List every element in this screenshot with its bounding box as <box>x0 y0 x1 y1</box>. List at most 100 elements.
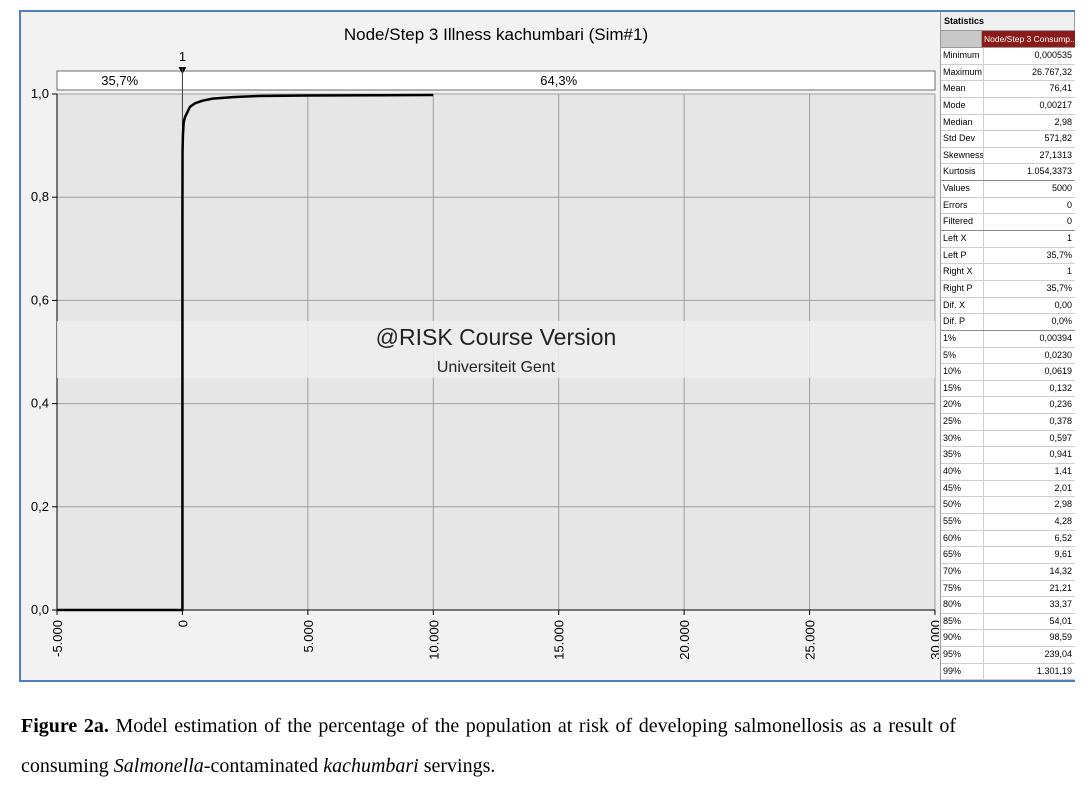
statistic-value: 98,59 <box>1049 632 1072 643</box>
y-tick-label: 0,0 <box>31 602 49 617</box>
statistics-row: Dif. P 0,0% <box>941 314 1075 331</box>
caption-text-3: servings. <box>418 755 496 777</box>
figure-caption: Figure 2a. Model estimation of the perce… <box>21 706 956 786</box>
statistic-value: 6,52 <box>1054 532 1072 543</box>
statistics-row: Std Dev 571,82 <box>941 131 1075 148</box>
statistic-name: Std Dev <box>941 131 984 147</box>
statistic-value: 21,21 <box>1049 582 1072 593</box>
statistic-value: 0 <box>1066 199 1072 210</box>
statistic-name: Dif. P <box>941 314 984 330</box>
statistic-value: 4,28 <box>1054 515 1072 526</box>
statistic-value: 0,941 <box>1049 449 1072 460</box>
statistic-name: 70% <box>941 563 984 580</box>
statistics-row: 60% 6,52 <box>941 530 1075 548</box>
statistic-value: 2,98 <box>1054 499 1072 510</box>
x-tick-label: 0 <box>175 620 190 627</box>
statistics-row: 55% 4,28 <box>941 513 1075 531</box>
statistics-row: 80% 33,37 <box>941 597 1075 614</box>
statistic-value: 0,0% <box>1051 316 1072 327</box>
statistic-value: 0,00217 <box>1039 99 1072 110</box>
statistic-value: 0,132 <box>1049 382 1072 393</box>
statistic-value: 54,01 <box>1049 615 1072 626</box>
statistic-name: Mean <box>941 81 984 97</box>
statistics-row: Median 2,98 <box>941 114 1075 132</box>
statistics-row: 10% 0,0619 <box>941 364 1075 381</box>
statistics-row: 20% 0,236 <box>941 397 1075 415</box>
x-tick-label: 15.000 <box>552 620 567 660</box>
right-percentage: 64,3% <box>540 73 577 88</box>
statistic-name: 80% <box>941 597 984 613</box>
statistic-value: 0,0619 <box>1044 366 1072 377</box>
statistic-value: 1.054,3373 <box>1026 166 1072 177</box>
statistic-value: 2,98 <box>1054 116 1072 127</box>
statistic-value: 0,00 <box>1054 299 1072 310</box>
statistics-row: Filtered 0 <box>941 214 1075 232</box>
statistics-row: 15% 0,132 <box>941 380 1075 398</box>
statistics-row: 1% 0,00394 <box>941 330 1075 348</box>
statistics-row: 85% 54,01 <box>941 613 1075 631</box>
x-tick-label: 25.000 <box>803 620 818 660</box>
statistic-value: 9,61 <box>1054 549 1072 560</box>
statistics-row: Kurtosis 1.054,3373 <box>941 164 1075 182</box>
statistic-name: 95% <box>941 647 984 663</box>
statistic-value: 14,32 <box>1049 565 1072 576</box>
chart-title: Node/Step 3 Illness kachumbari (Sim#1) <box>344 25 648 44</box>
statistic-value: 33,37 <box>1049 599 1072 610</box>
statistic-value: 1 <box>1066 233 1072 244</box>
chart-svg: Node/Step 3 Illness kachumbari (Sim#1) 0,… <box>31 25 939 660</box>
statistic-name: 65% <box>941 547 984 563</box>
statistic-name: 40% <box>941 464 984 480</box>
statistics-row: 70% 14,32 <box>941 563 1075 581</box>
y-tick-label: 0,4 <box>31 396 49 411</box>
statistic-name: Dif. X <box>941 297 984 314</box>
statistics-row: 40% 1,41 <box>941 464 1075 481</box>
statistic-value: 1,41 <box>1054 466 1072 477</box>
statistics-row: Dif. X 0,00 <box>941 297 1075 315</box>
statistic-name: 55% <box>941 513 984 530</box>
statistic-name: Filtered <box>941 214 984 231</box>
series-swatch <box>941 31 982 47</box>
statistics-row: Right P 35,7% <box>941 280 1075 298</box>
statistics-row: Skewness 27,1313 <box>941 147 1075 165</box>
statistics-row: 35% 0,941 <box>941 447 1075 465</box>
statistics-row: Left X 1 <box>941 231 1075 248</box>
caption-text-1: Model estimation of the percentage of th… <box>21 715 956 777</box>
statistic-value: 0,236 <box>1049 399 1072 410</box>
y-tick-label: 0,8 <box>31 189 49 204</box>
statistics-row: 30% 0,597 <box>941 430 1075 448</box>
statistic-name: Skewness <box>941 147 984 164</box>
statistics-row: Values 5000 <box>941 181 1075 198</box>
statistic-name: 45% <box>941 480 984 497</box>
statistic-name: 99% <box>941 663 984 680</box>
statistic-name: 90% <box>941 630 984 647</box>
statistics-row: Minimum 0,000535 <box>941 48 1075 65</box>
statistic-name: 15% <box>941 380 984 397</box>
y-tick-label: 1,0 <box>31 86 49 101</box>
statistic-name: 75% <box>941 580 984 597</box>
caption-text-2: -contaminated <box>203 755 324 777</box>
statistic-name: Minimum <box>941 48 984 64</box>
statistic-value: 2,01 <box>1054 482 1072 493</box>
statistics-row: Mode 0,00217 <box>941 97 1075 115</box>
statistic-value: 0,0230 <box>1044 349 1072 360</box>
watermark-subtitle: Universiteit Gent <box>437 359 556 376</box>
statistic-value: 76,41 <box>1049 83 1072 94</box>
watermark-band <box>57 321 935 378</box>
statistic-name: 85% <box>941 613 984 630</box>
statistic-value: 0,000535 <box>1034 50 1072 60</box>
statistics-row: 65% 9,61 <box>941 547 1075 564</box>
statistics-row: 75% 21,21 <box>941 580 1075 598</box>
statistic-name: Right X <box>941 264 984 280</box>
statistic-name: 30% <box>941 430 984 447</box>
statistic-name: 1% <box>941 330 984 347</box>
x-tick-label: 30.000 <box>928 620 939 660</box>
statistic-name: 35% <box>941 447 984 464</box>
statistic-name: Median <box>941 114 984 131</box>
statistic-name: Left X <box>941 231 984 247</box>
watermark-title: @RISK Course Version <box>376 324 617 350</box>
y-tick-label: 0,2 <box>31 499 49 514</box>
statistic-value: 35,7% <box>1046 282 1072 293</box>
statistic-name: 25% <box>941 414 984 430</box>
statistic-value: 5000 <box>1051 183 1072 194</box>
statistic-value: 1.301,19 <box>1036 665 1072 676</box>
